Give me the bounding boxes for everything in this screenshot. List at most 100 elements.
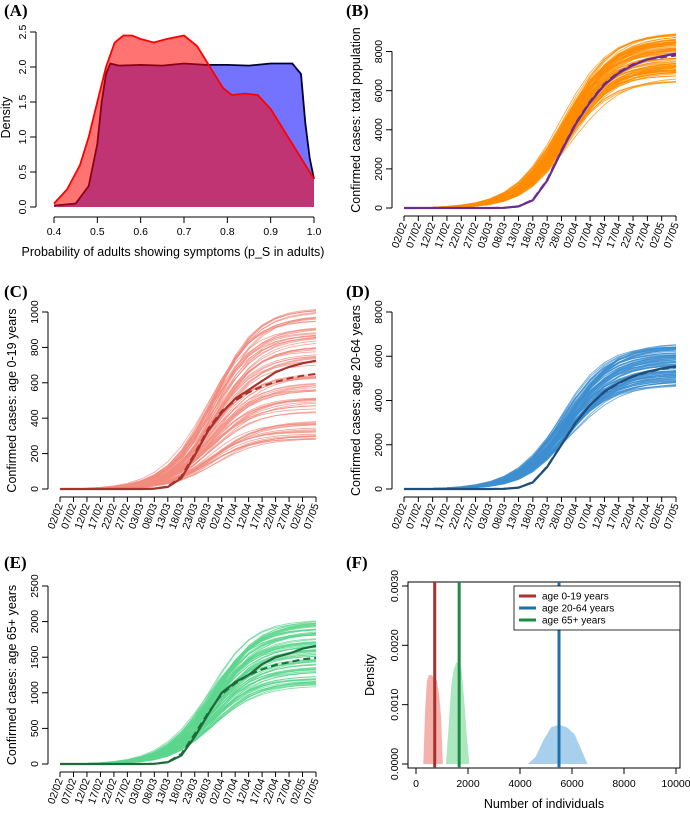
x-tick-label: 0.7 — [177, 226, 192, 238]
ensemble-line — [403, 376, 677, 490]
legend-label: age 0-19 years — [542, 592, 609, 603]
prior-area — [54, 35, 314, 207]
y-tick-label: 0.0000 — [389, 748, 401, 780]
ensemble-line — [403, 70, 677, 209]
y-tick-label: 0 — [373, 205, 385, 211]
ensemble-line — [403, 67, 677, 209]
y-tick-label: 1500 — [29, 645, 41, 669]
ensemble-line — [403, 370, 677, 490]
ensemble-line — [403, 66, 677, 209]
y-tick-label: 0.0010 — [389, 688, 401, 720]
ensemble-line — [403, 381, 677, 490]
panel-label-a: (A) — [4, 1, 28, 20]
ensemble-line — [403, 52, 677, 209]
y-tick-label: 0 — [29, 761, 41, 767]
x-tick-label: 0.8 — [220, 226, 235, 238]
ensemble-line — [403, 376, 677, 490]
ensemble-line — [403, 367, 677, 490]
x-tick-label: 0.9 — [263, 226, 278, 238]
ensemble-line — [403, 71, 677, 209]
x-tick-label: 0.6 — [133, 226, 148, 238]
median-line-dashed — [404, 54, 677, 209]
ensemble-line — [403, 378, 677, 490]
ensemble-line — [403, 375, 677, 490]
prior-outline — [53, 34, 315, 205]
ensemble-line — [403, 69, 677, 209]
ensemble-line — [403, 43, 677, 209]
y-tick-label: 8000 — [373, 300, 385, 324]
ensemble-line — [403, 374, 677, 490]
median-line-dashed — [60, 656, 317, 765]
ensemble-line — [403, 72, 677, 209]
y-tick-label: 0.0020 — [389, 629, 401, 661]
y-axis-title: Confirmed cases: age 65+ years — [5, 585, 19, 765]
y-tick-label: 2000 — [373, 157, 385, 181]
ensemble-line — [403, 381, 677, 490]
ensemble-line — [403, 34, 677, 209]
ensemble-line — [403, 378, 677, 490]
y-tick-label: 2.0 — [17, 60, 29, 75]
y-tick-label: 0 — [373, 486, 385, 492]
ensemble-line — [403, 58, 677, 209]
y-tick-label: 2.5 — [17, 25, 29, 40]
ensemble-line — [403, 67, 677, 209]
ensemble-line — [403, 69, 677, 209]
ensemble-line — [403, 52, 677, 209]
panel-c: 0 200 400 600 800 1000 Confirmed cases: age 0-… — [5, 300, 322, 531]
x-tick-label: 10000 — [661, 778, 690, 790]
ensemble-line — [403, 42, 677, 209]
y-tick-label: 0.0030 — [389, 570, 401, 602]
y-tick-label: 2000 — [29, 610, 41, 634]
ensemble-line — [403, 62, 677, 209]
y-tick-label: 200 — [29, 445, 41, 463]
ensemble-line — [59, 681, 317, 765]
ensemble-line — [59, 663, 317, 765]
y-tick-label: 1.0 — [17, 130, 29, 145]
ensemble-line — [403, 61, 677, 209]
x-tick-label: 0.5 — [90, 226, 105, 238]
ensemble-line — [403, 33, 677, 209]
panel-label-e: (E) — [4, 553, 27, 572]
ensemble-line — [403, 69, 677, 209]
x-tick-label: 1.0 — [307, 226, 322, 238]
ensemble-line — [403, 69, 677, 209]
density-area-0 — [423, 675, 443, 764]
y-tick-label: 800 — [29, 338, 41, 356]
y-axis-title: Density — [0, 96, 13, 138]
y-tick-label: 6000 — [373, 344, 385, 368]
y-axis-title: Density — [363, 653, 377, 695]
y-tick-label: 0 — [29, 486, 41, 492]
ensemble-line — [403, 67, 677, 209]
panel-d: 0 2000 4000 6000 8000 Confirmed cases: age 20… — [349, 300, 682, 531]
panel-b: 0 2000 4000 6000 8000 Confirmed cases: total … — [349, 27, 682, 250]
ensemble-line — [403, 380, 677, 490]
ensemble-line — [59, 676, 317, 765]
ensemble-line — [403, 42, 677, 209]
y-axis-title: Confirmed cases: age 20-64 years — [349, 305, 363, 496]
panel-label-b: (B) — [346, 1, 369, 20]
y-tick-label: 500 — [29, 719, 41, 737]
panel-f: 0.0000 0.0010 0.0020 0.0030 Density 0 2000 4000… — [363, 570, 690, 811]
legend-box — [513, 585, 681, 631]
x-tick-label: 0.4 — [47, 226, 62, 238]
x-axis-title: Probability of adults showing symptoms (… — [22, 245, 325, 259]
median-line-solid — [60, 644, 317, 766]
panel-e: 0 500 1000 1500 2000 2500 Confirmed cases: age… — [5, 574, 322, 806]
ensemble-line — [403, 376, 677, 490]
y-tick-label: 2000 — [373, 433, 385, 457]
ensemble-line — [403, 380, 677, 490]
median-line-solid — [404, 52, 677, 210]
ensemble-line — [59, 680, 317, 765]
ensemble-line — [403, 375, 677, 490]
y-axis-title: Confirmed cases: age 0-19 years — [5, 308, 19, 492]
x-tick-label: 6000 — [560, 778, 584, 790]
legend-label: age 65+ years — [542, 616, 606, 627]
ensemble-line — [403, 34, 677, 209]
panel-label-f: (F) — [346, 553, 368, 572]
ensemble-line — [59, 676, 317, 765]
y-tick-label: 1.5 — [17, 95, 29, 110]
ensemble-line — [403, 63, 677, 209]
ensemble-line — [403, 49, 677, 209]
ensemble-line — [403, 344, 677, 490]
panel-a: 0.0 0.5 1.0 1.5 2.0 2.5 Density 0.4 0.5 0.6 0.7 0.8… — [0, 25, 324, 259]
